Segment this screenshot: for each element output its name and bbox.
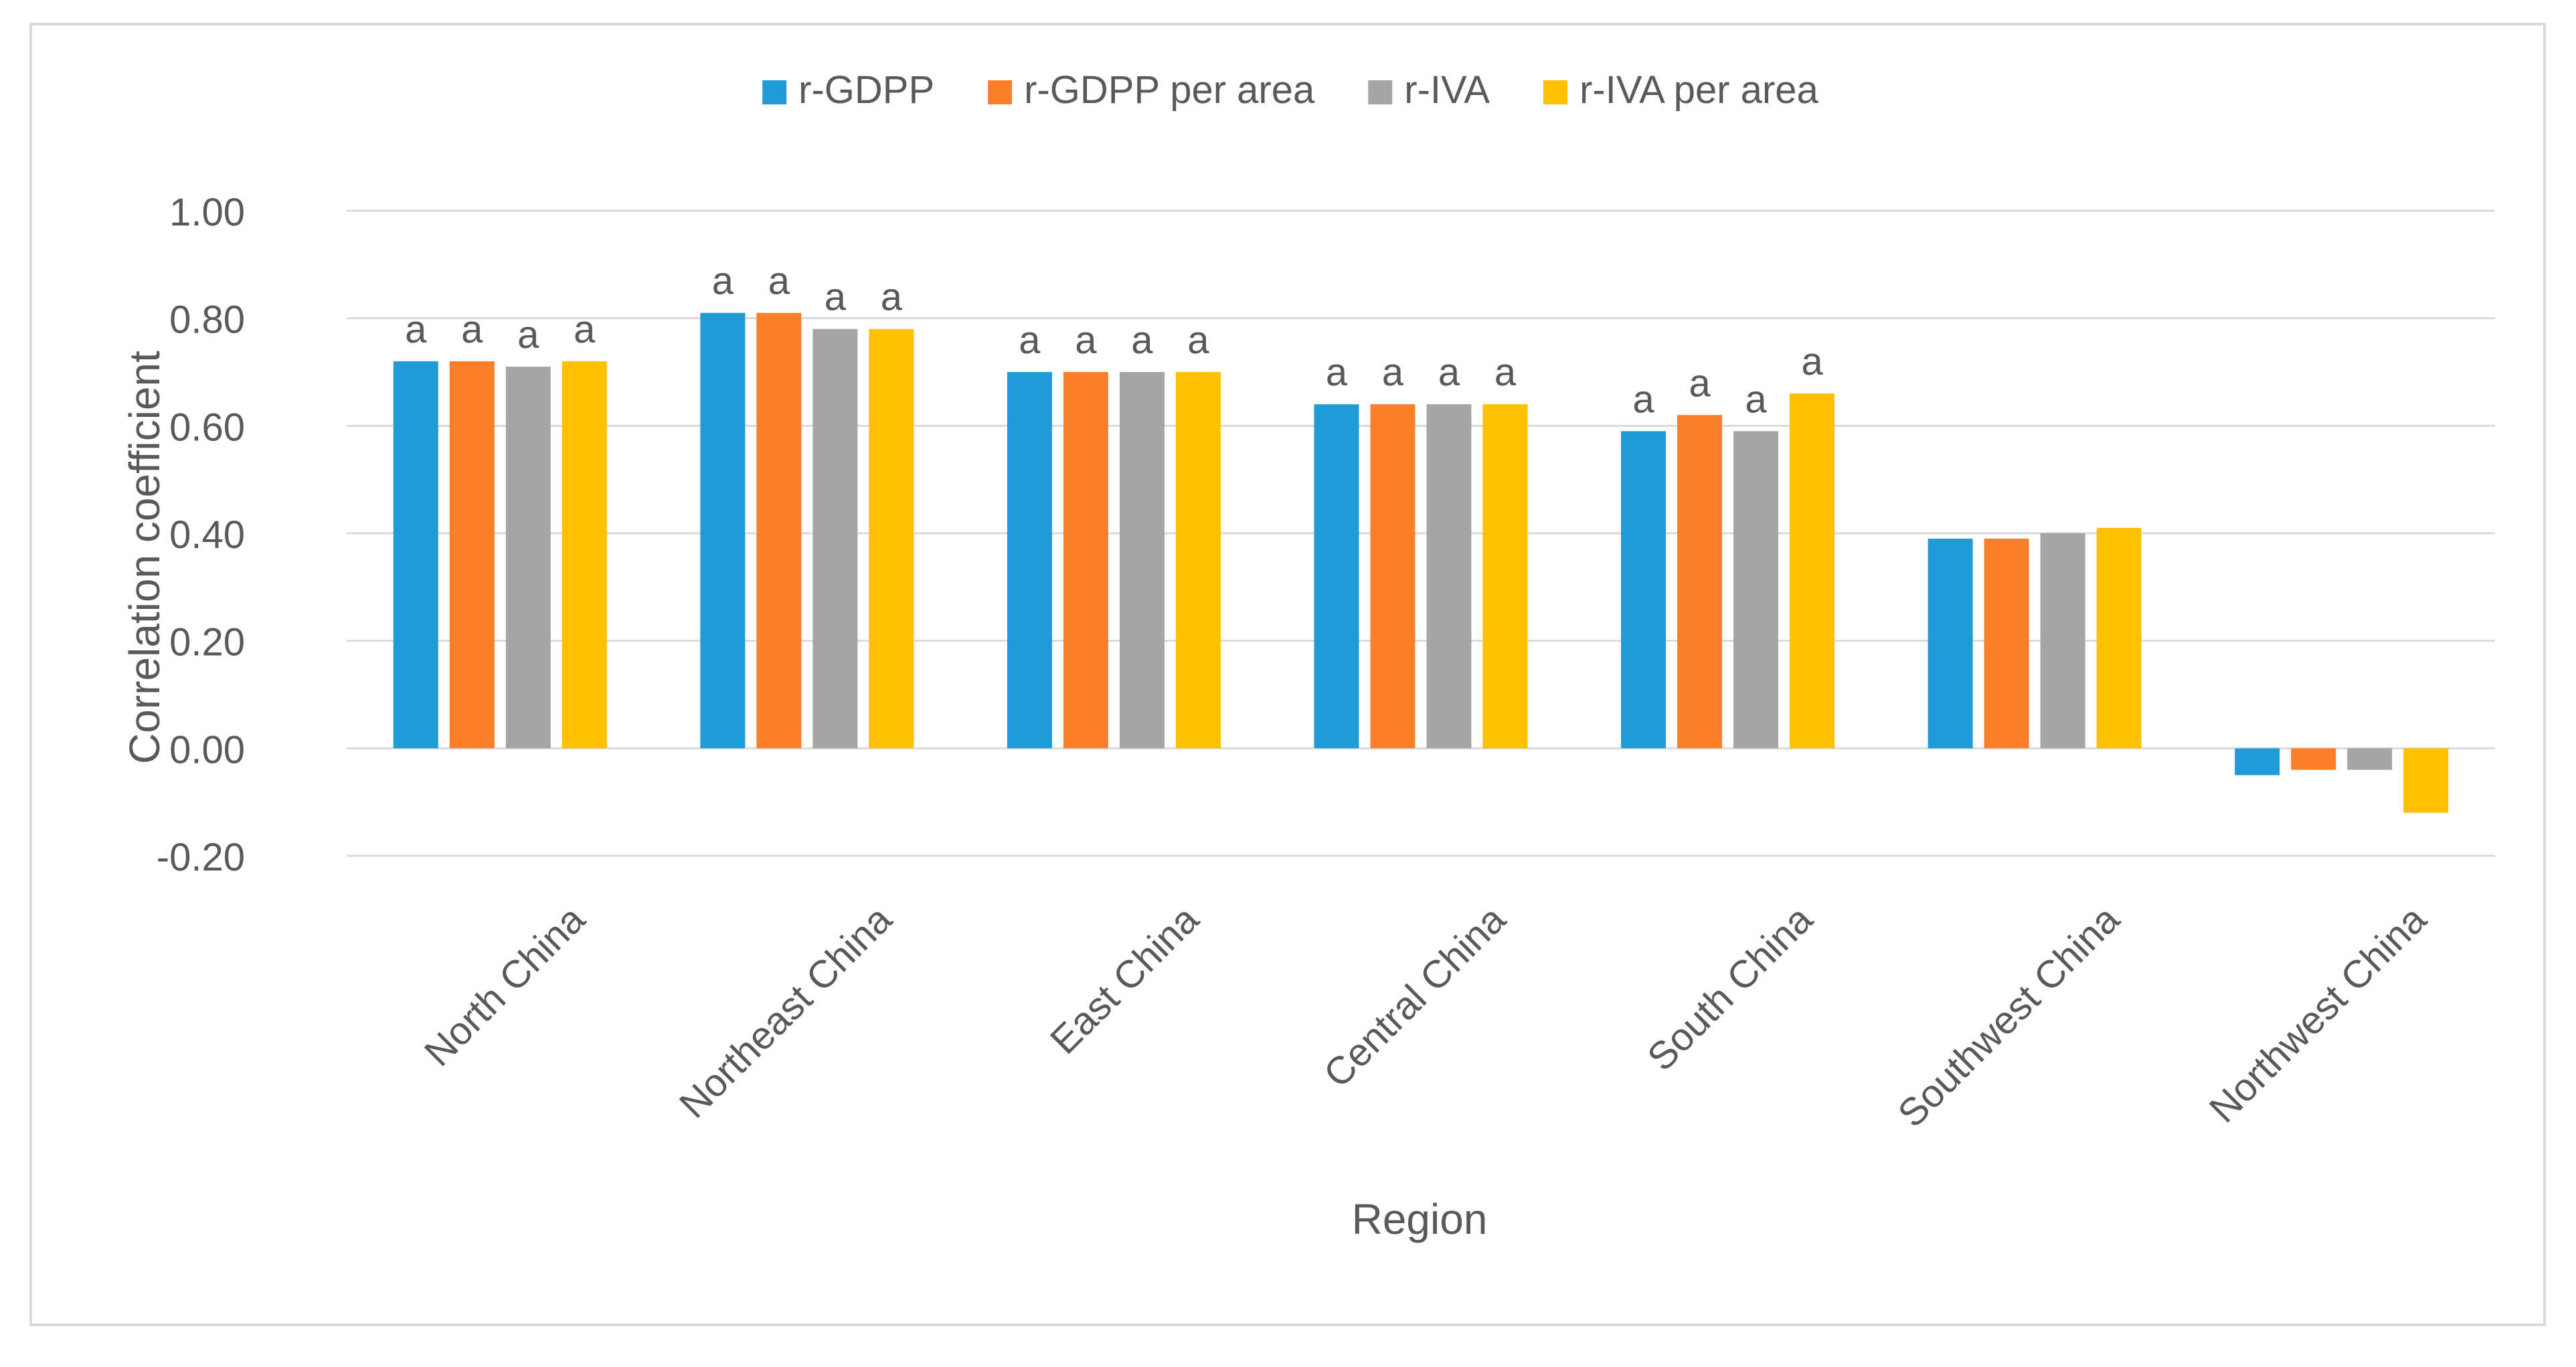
bar [2096,527,2142,749]
bar [1733,431,1779,749]
bar-annotation: a [1689,361,1711,405]
y-tick-label: -0.20 [157,836,245,879]
y-axis-tick-labels: -0.20 0.00 0.20 0.40 0.60 0.80 1.00 [157,191,245,879]
bar-annotations: a a a aa a a aa a a aa a a aa a aa [405,260,1823,422]
bar [2291,748,2336,770]
bar-annotation: a [768,260,790,303]
bar [756,312,802,749]
x-tick-label: South China [1639,897,1821,1079]
legend-swatch [988,80,1013,104]
bar [1984,539,2029,749]
bar-annotation: a [1326,351,1348,394]
bar-annotation: a [1632,377,1654,421]
bar-annotation: a [1494,351,1517,394]
legend-label: r-IVA per area [1579,68,1818,112]
legend-item: r-GDPP per area [988,68,1315,112]
bar-annotation: a [1019,318,1041,362]
bar-annotation: a [1801,340,1823,383]
x-tick-label: Central China [1315,897,1514,1096]
bar-annotation: a [1382,351,1404,394]
bar [2347,748,2393,770]
bar-annotation: a [1187,318,1209,362]
bar [1790,393,1835,749]
bar-annotation: a [574,308,596,351]
bar-annotation: a [405,308,427,351]
bar [1482,404,1528,749]
bar-annotation: a [1745,377,1767,421]
bar [2403,748,2449,813]
x-tick-label: East China [1042,897,1207,1063]
bar [393,361,438,749]
bar [1927,539,1973,749]
bar-annotation: a [712,260,734,303]
y-tick-label: 0.00 [169,728,245,771]
bar-annotation: a [1438,351,1460,394]
legend-swatch [762,80,787,104]
x-axis-tick-labels: North China Northeast China East China Cent… [416,897,2435,1136]
legend-label: r-GDPP [798,68,934,112]
bar-chart: -0.200.000.200.400.600.801.00 a a a aa a a aa a… [120,68,2495,1243]
bar [2235,748,2280,776]
y-tick-label: 0.40 [169,513,245,557]
x-tick-label: Northeast China [671,897,901,1127]
legend: r-GDPP r-GDPP per area r-IVA r-IVA per area [762,68,1819,112]
legend-item: r-IVA [1368,68,1490,112]
legend-item: r-IVA per area [1543,68,1819,112]
x-tick-label: North China [416,897,594,1075]
legend-swatch [1368,80,1393,104]
grid-lines [347,209,2495,857]
bar [505,366,551,749]
bar-annotation: a [517,313,539,357]
bar [869,329,914,749]
y-tick-label: 0.20 [169,621,245,664]
bar [562,361,607,749]
bar-annotation: a [461,308,483,351]
bars [393,312,2449,813]
bar [449,361,495,749]
legend-item: r-GDPP [762,68,934,112]
x-tick-label: Southwest China [1889,897,2128,1136]
bar [1314,404,1359,749]
legend-label: r-IVA [1404,68,1490,112]
bar-annotation: a [881,276,903,319]
bar [812,329,858,749]
bar [1370,404,1415,749]
bar [1621,431,1666,749]
x-axis-title: Region [1352,1195,1488,1243]
bar-annotation: a [825,276,847,319]
y-tick-label: 1.00 [169,191,245,234]
y-tick-label: 0.80 [169,298,245,342]
y-tick-label: 0.60 [169,405,245,449]
bar [700,312,746,749]
legend-swatch [1543,80,1568,104]
bar-annotation: a [1131,318,1153,362]
bar [1677,415,1723,749]
x-tick-label: Northwest China [2201,897,2435,1131]
legend-label: r-GDPP per area [1024,68,1315,112]
bar [1063,372,1108,749]
bar [1426,404,1472,749]
bar [1175,372,1221,749]
bar [2040,533,2085,749]
y-axis-title: Correlation coefficient [120,351,169,764]
bar [1119,372,1165,749]
bar-annotation: a [1075,318,1097,362]
bar [1007,372,1052,749]
